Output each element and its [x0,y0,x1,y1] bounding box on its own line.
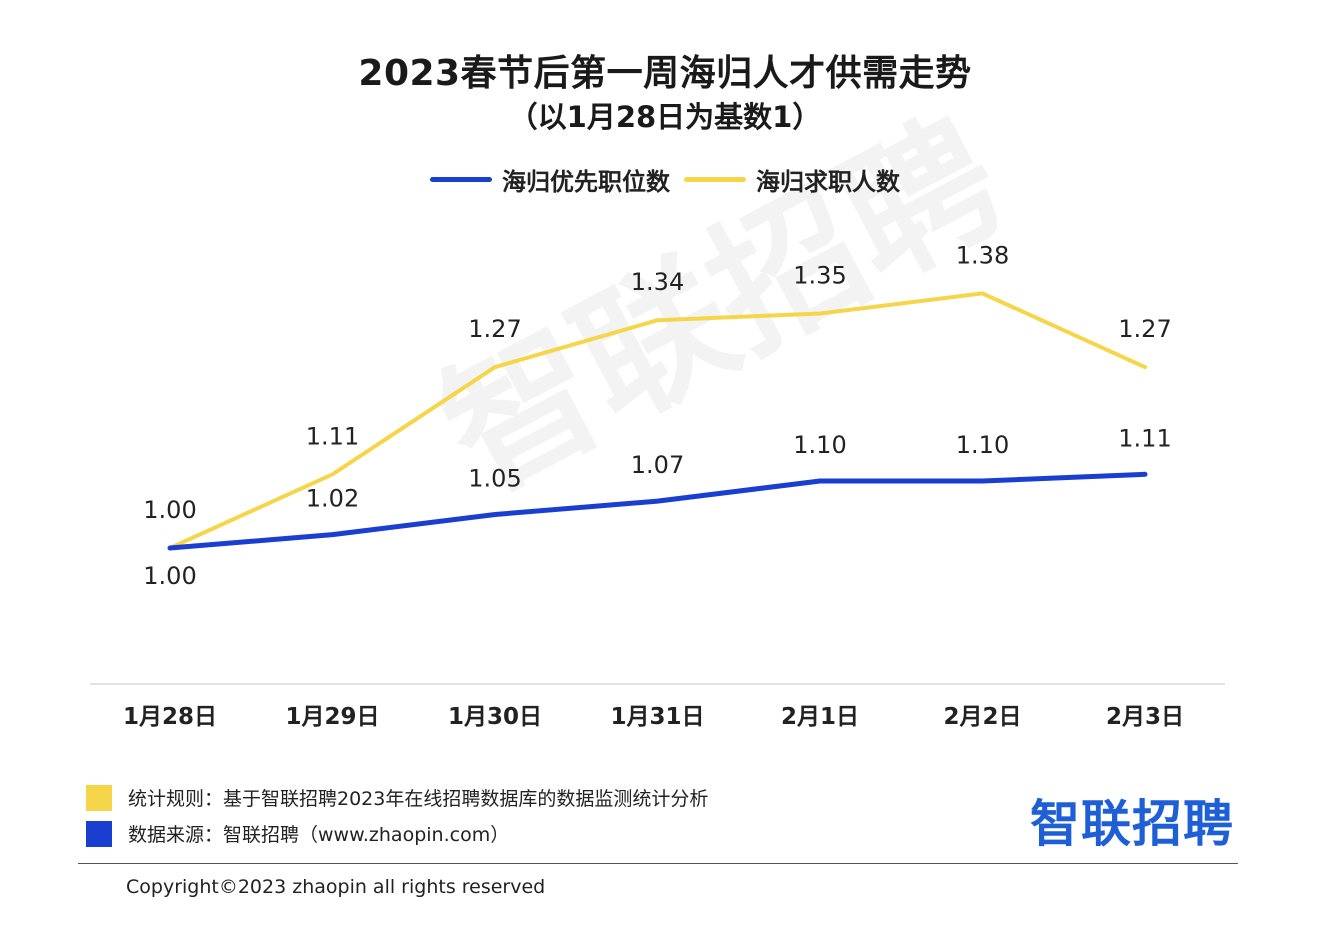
data-label-seekers: 1.27 [1118,315,1171,343]
footer-source: 数据来源：智联招聘（www.zhaopin.com） [86,820,509,847]
series-line-seekers [168,291,1147,550]
legend-swatch-positions [430,177,492,182]
data-label-positions: 1.10 [956,431,1009,459]
legend-item-seekers: 海归求职人数 [684,162,900,197]
series-line-positions [167,471,1148,551]
legend-label-seekers: 海归求职人数 [756,168,900,196]
data-label-seekers: 1.27 [468,315,521,343]
footer-rule: 统计规则：基于智联招聘2023年在线招聘数据库的数据监测统计分析 [86,784,708,811]
data-label-seekers: 1.38 [956,241,1009,269]
data-label-seekers: 1.34 [631,268,684,296]
x-tick-label: 1月28日 [123,704,217,730]
brand-logo: 智联招聘 [1030,795,1234,853]
source-text: 数据来源：智联招聘（www.zhaopin.com） [128,824,510,846]
x-tick-label: 1月29日 [285,704,379,730]
data-label-positions: 1.10 [793,431,846,459]
legend-item-positions: 海归优先职位数 [430,162,670,197]
chart-subtitle: （以1月28日为基数1） [508,100,822,134]
rule-text: 统计规则：基于智联招聘2023年在线招聘数据库的数据监测统计分析 [128,788,709,810]
data-label-positions: 1.00 [143,562,196,590]
data-label-positions: 1.07 [631,451,684,479]
x-tick-label: 2月2日 [943,704,1021,730]
data-label-seekers: 1.00 [143,496,196,524]
source-swatch [86,820,112,847]
x-tick-label: 2月1日 [781,704,859,730]
rule-swatch [86,784,112,811]
x-tick-label: 1月30日 [448,704,542,730]
data-label-seekers: 1.35 [793,262,846,290]
data-label-seekers: 1.11 [306,422,359,450]
copyright: Copyright©2023 zhaopin all rights reserv… [126,876,546,898]
footer-divider [78,863,1238,864]
legend: 海归优先职位数 海归求职人数 [0,162,1330,197]
data-label-positions: 1.02 [306,485,359,513]
chart-title: 2023春节后第一周海归人才供需走势 [358,53,972,94]
legend-label-positions: 海归优先职位数 [502,168,670,196]
legend-swatch-seekers [684,177,746,182]
x-tick-label: 1月31日 [610,704,704,730]
x-tick-label: 2月3日 [1106,704,1184,730]
data-label-positions: 1.11 [1118,424,1171,452]
data-label-positions: 1.05 [468,465,521,493]
